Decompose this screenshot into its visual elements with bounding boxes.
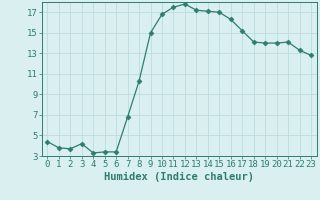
- X-axis label: Humidex (Indice chaleur): Humidex (Indice chaleur): [104, 172, 254, 182]
